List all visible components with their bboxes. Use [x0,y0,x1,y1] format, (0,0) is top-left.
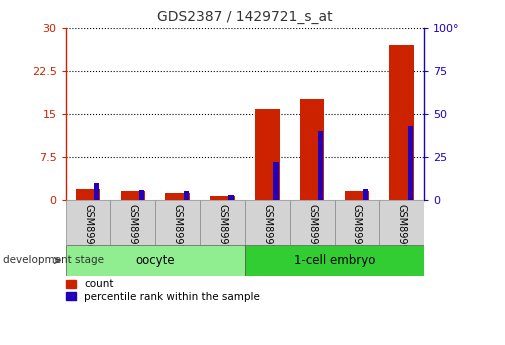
Bar [245,200,290,245]
Bar [408,126,413,200]
Text: GSM89973: GSM89973 [262,204,272,257]
Text: GSM89999: GSM89999 [397,204,407,256]
Bar [184,191,189,200]
Bar [210,196,235,200]
Bar [66,245,245,276]
Bar [94,183,99,200]
Bar [255,109,280,200]
Text: GSM89972: GSM89972 [218,204,228,257]
Text: GSM89970: GSM89970 [128,204,138,257]
Title: GDS2387 / 1429721_s_at: GDS2387 / 1429721_s_at [157,10,333,24]
Text: GSM89975: GSM89975 [352,204,362,257]
Text: 1-cell embryo: 1-cell embryo [294,254,375,267]
Bar [111,200,156,245]
Bar [389,45,414,200]
Bar [273,162,279,200]
Bar [379,200,424,245]
Bar [121,191,145,200]
Bar [344,191,369,200]
Bar [200,200,245,245]
Bar [66,200,111,245]
Bar [290,200,334,245]
Text: GSM89974: GSM89974 [307,204,317,257]
Bar [228,195,234,200]
Text: GSM89969: GSM89969 [83,204,93,256]
Legend: count, percentile rank within the sample: count, percentile rank within the sample [66,279,260,302]
Bar [300,99,325,200]
Bar [363,189,368,200]
Text: GSM89971: GSM89971 [173,204,183,257]
Bar [156,200,200,245]
Bar [245,245,424,276]
Bar [334,200,379,245]
Bar [139,190,144,200]
Text: development stage: development stage [3,256,104,265]
Text: oocyte: oocyte [135,254,175,267]
Bar [165,193,190,200]
Bar [76,189,100,200]
Bar [318,131,324,200]
